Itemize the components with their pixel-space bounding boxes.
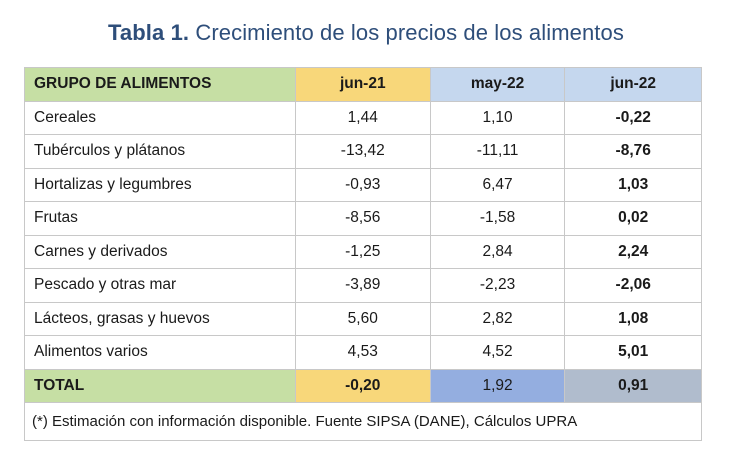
header-jun-21: jun-21: [294, 67, 431, 102]
jun-22-cell: 5,01: [564, 335, 702, 370]
jun-21-cell: -3,89: [294, 268, 431, 303]
total-jun-22: 0,91: [564, 368, 702, 403]
total-label: TOTAL: [24, 368, 296, 403]
jun-21-cell: -0,93: [294, 167, 431, 202]
table-row: Carnes y derivados -1,25 2,84 2,24: [24, 234, 702, 269]
table-number: Tabla 1.: [108, 20, 190, 45]
may-22-cell: 2,84: [429, 234, 566, 269]
table-row: Lácteos, grasas y huevos 5,60 2,82 1,08: [24, 301, 702, 336]
total-may-22: 1,92: [429, 368, 566, 403]
may-22-cell: 1,10: [429, 100, 566, 135]
jun-21-cell: -8,56: [294, 201, 431, 236]
may-22-cell: 4,52: [429, 335, 566, 370]
group-cell: Cereales: [24, 100, 296, 135]
jun-22-cell: -8,76: [564, 134, 702, 169]
header-may-22: may-22: [429, 67, 566, 102]
may-22-cell: -11,11: [429, 134, 566, 169]
may-22-cell: 6,47: [429, 167, 566, 202]
group-cell: Carnes y derivados: [24, 234, 296, 269]
header-group: GRUPO DE ALIMENTOS: [24, 67, 296, 102]
jun-22-cell: 2,24: [564, 234, 702, 269]
table-row: Cereales 1,44 1,10 -0,22: [24, 100, 702, 135]
table-row: Pescado y otras mar -3,89 -2,23 -2,06: [24, 268, 702, 303]
may-22-cell: -2,23: [429, 268, 566, 303]
total-row: TOTAL -0,20 1,92 0,91: [24, 368, 702, 403]
jun-21-cell: 5,60: [294, 301, 431, 336]
table-title: Tabla 1. Crecimiento de los precios de l…: [0, 20, 732, 46]
food-prices-table: GRUPO DE ALIMENTOS jun-21 may-22 jun-22 …: [24, 67, 702, 441]
group-cell: Tubérculos y plátanos: [24, 134, 296, 169]
table-caption: Crecimiento de los precios de los alimen…: [195, 20, 624, 45]
footnote-row: (*) Estimación con información disponibl…: [24, 402, 702, 441]
jun-22-cell: -0,22: [564, 100, 702, 135]
may-22-cell: 2,82: [429, 301, 566, 336]
jun-22-cell: 1,08: [564, 301, 702, 336]
jun-21-cell: -13,42: [294, 134, 431, 169]
group-cell: Hortalizas y legumbres: [24, 167, 296, 202]
table-row: Hortalizas y legumbres -0,93 6,47 1,03: [24, 167, 702, 202]
jun-21-cell: -1,25: [294, 234, 431, 269]
total-jun-21: -0,20: [294, 368, 431, 403]
group-cell: Frutas: [24, 201, 296, 236]
jun-22-cell: 0,02: [564, 201, 702, 236]
table-row: Frutas -8,56 -1,58 0,02: [24, 201, 702, 236]
may-22-cell: -1,58: [429, 201, 566, 236]
jun-22-cell: 1,03: [564, 167, 702, 202]
jun-21-cell: 1,44: [294, 100, 431, 135]
jun-21-cell: 4,53: [294, 335, 431, 370]
footnote: (*) Estimación con información disponibl…: [24, 402, 702, 441]
group-cell: Pescado y otras mar: [24, 268, 296, 303]
group-cell: Lácteos, grasas y huevos: [24, 301, 296, 336]
table-header-row: GRUPO DE ALIMENTOS jun-21 may-22 jun-22: [24, 67, 702, 102]
group-cell: Alimentos varios: [24, 335, 296, 370]
header-jun-22: jun-22: [564, 67, 702, 102]
jun-22-cell: -2,06: [564, 268, 702, 303]
table-row: Alimentos varios 4,53 4,52 5,01: [24, 335, 702, 370]
table-row: Tubérculos y plátanos -13,42 -11,11 -8,7…: [24, 134, 702, 169]
